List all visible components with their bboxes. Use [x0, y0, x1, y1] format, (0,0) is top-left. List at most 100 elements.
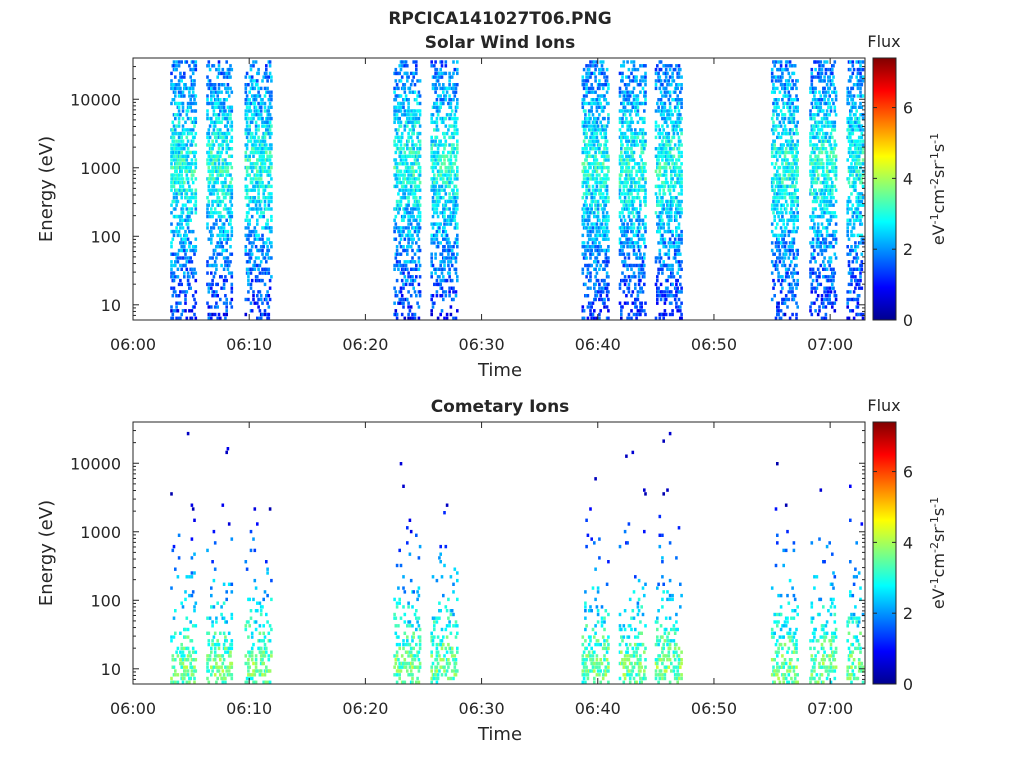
spectrogram-cell	[452, 143, 455, 147]
spectrogram-cell	[772, 124, 775, 128]
spectrogram-cell	[626, 237, 629, 241]
spectrogram-cell	[454, 294, 458, 298]
spectrogram-cell	[224, 203, 227, 207]
spectrogram-cell	[671, 98, 674, 102]
spectrogram-cell	[618, 237, 622, 241]
spectrogram-cell	[783, 90, 787, 94]
spectrogram-cell	[409, 214, 413, 219]
spectrogram-cell	[454, 267, 458, 271]
spectrogram-cell	[668, 165, 672, 170]
spectrogram-cell	[399, 101, 403, 106]
spectrogram-cell	[208, 263, 212, 268]
spectrogram-cell	[670, 64, 673, 68]
spectrogram-cell	[215, 263, 218, 268]
spectrogram-cell	[216, 294, 219, 298]
spectrogram-cell	[596, 290, 600, 294]
spectrogram-cell	[186, 139, 190, 143]
spectrogram-cell	[586, 177, 590, 181]
spectrogram-cell	[256, 294, 259, 298]
spectrogram-cell	[409, 184, 413, 189]
spectrogram-cell	[403, 177, 407, 181]
spectrogram-cell	[403, 86, 407, 91]
spectrogram-cell	[417, 267, 421, 271]
spectrogram-cell	[417, 260, 421, 264]
spectrogram-cell	[207, 165, 211, 170]
spectrogram-cell	[596, 203, 600, 207]
spectrogram-cell	[626, 229, 629, 234]
spectrogram-cell	[672, 294, 676, 298]
spectrogram-cell	[594, 150, 597, 155]
spectrogram-cell	[594, 67, 597, 72]
spectrogram-cell	[675, 233, 678, 238]
spectrogram-cell	[175, 196, 178, 200]
spectrogram-cell	[582, 241, 586, 245]
spectrogram-cell	[177, 150, 181, 155]
spectrogram-cell	[449, 199, 453, 204]
spectrogram-cell	[170, 143, 173, 147]
spectrogram-cell	[788, 286, 792, 290]
spectrogram-cell	[258, 290, 262, 294]
spectrogram-cell	[399, 158, 403, 162]
spectrogram-cell	[193, 98, 196, 102]
spectrogram-cell	[672, 67, 676, 72]
spectrogram-cell	[582, 139, 586, 143]
spectrogram-cell	[270, 147, 273, 151]
spectrogram-cell	[245, 218, 249, 222]
spectrogram-cell	[621, 120, 624, 124]
spectrogram-cell	[658, 248, 662, 253]
spectrogram-cell	[262, 154, 265, 158]
spectrogram-cell	[434, 158, 437, 162]
spectrogram-cell	[598, 165, 601, 170]
spectrogram-cell	[630, 147, 633, 151]
spectrogram-cell	[194, 177, 198, 181]
spectrogram-cell	[447, 237, 450, 241]
spectrogram-cell	[662, 222, 665, 226]
spectrogram-cell	[434, 143, 437, 147]
spectrogram-cell	[640, 165, 643, 170]
spectrogram-cell	[443, 135, 446, 140]
spectrogram-cell	[270, 199, 273, 204]
spectrogram-cell	[661, 211, 664, 215]
spectrogram-cell	[639, 184, 642, 189]
spectrogram-cell	[261, 278, 264, 283]
spectrogram-cell	[445, 237, 449, 241]
spectrogram-cell	[444, 184, 448, 189]
spectrogram-cell	[221, 180, 225, 185]
spectrogram-cell	[430, 60, 433, 64]
spectrogram-cell	[263, 86, 267, 91]
spectrogram-cell	[582, 203, 586, 207]
spectrogram-cell	[211, 147, 214, 151]
spectrogram-cell	[270, 90, 273, 94]
spectrogram-cell	[407, 316, 410, 320]
spectrogram-cell	[632, 271, 636, 275]
spectrogram-cell	[416, 233, 419, 238]
spectrogram-cell	[411, 79, 414, 83]
spectrogram-cell	[661, 180, 664, 185]
spectrogram-cell	[253, 101, 257, 106]
spectrogram-cell	[784, 226, 788, 230]
spectrogram-cell	[644, 312, 647, 317]
spectrogram-cell	[184, 120, 187, 124]
spectrogram-cell	[433, 241, 436, 245]
spectrogram-cell	[411, 256, 414, 260]
spectrogram-cell	[266, 124, 269, 128]
spectrogram-cell	[216, 245, 219, 249]
spectrogram-cell	[188, 282, 191, 287]
spectrogram-cell	[176, 256, 180, 260]
spectrogram-cell	[194, 199, 198, 204]
spectrogram-cell	[663, 169, 667, 173]
spectrogram-cell	[249, 199, 253, 204]
spectrogram-cell	[774, 260, 778, 264]
spectrogram-cell	[267, 199, 271, 204]
spectrogram-cell	[230, 305, 234, 309]
spectrogram-cell	[595, 177, 599, 181]
spectrogram-cell	[628, 113, 632, 117]
spectrogram-cell	[673, 256, 677, 260]
spectrogram-cell	[434, 184, 437, 189]
spectrogram-cell	[790, 98, 793, 102]
spectrogram-cell	[395, 203, 399, 207]
spectrogram-cell	[229, 162, 232, 166]
spectrogram-cell	[440, 233, 444, 238]
spectrogram-cell	[621, 90, 624, 94]
spectrogram-cell	[254, 256, 258, 260]
